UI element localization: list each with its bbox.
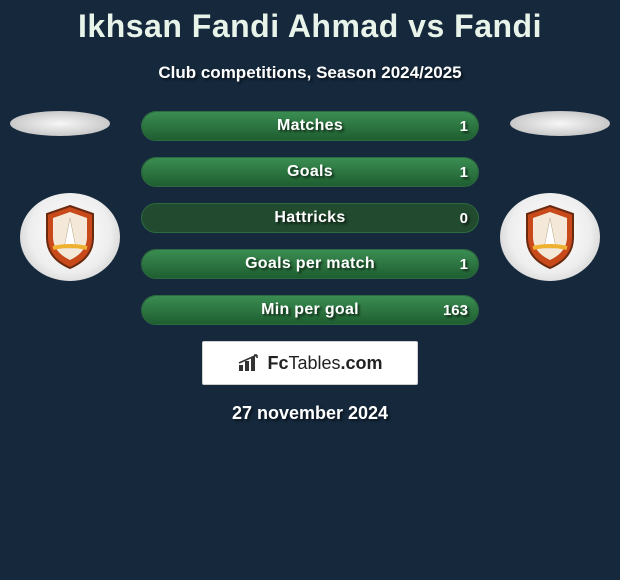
metric-row: Goals per match1 — [141, 249, 479, 279]
player1-avatar — [10, 111, 110, 136]
subtitle: Club competitions, Season 2024/2025 — [0, 63, 620, 83]
page-title: Ikhsan Fandi Ahmad vs Fandi — [0, 8, 620, 45]
player1-name: Ikhsan Fandi Ahmad — [78, 8, 399, 44]
date-text: 27 november 2024 — [10, 403, 610, 424]
metric-value-right: 0 — [460, 204, 468, 232]
metric-row: Min per goal163 — [141, 295, 479, 325]
bars-icon — [237, 353, 261, 373]
vs-text: vs — [408, 8, 445, 44]
metric-value-right: 1 — [460, 250, 468, 278]
metric-label: Goals — [142, 158, 478, 186]
metric-row: Matches1 — [141, 111, 479, 141]
brand-b: Tables — [288, 353, 340, 373]
player2-avatar — [510, 111, 610, 136]
brand-a: Fc — [267, 353, 288, 373]
metric-label: Goals per match — [142, 250, 478, 278]
metric-bars: Matches1Goals1Hattricks0Goals per match1… — [141, 111, 479, 325]
comparison-card: Ikhsan Fandi Ahmad vs Fandi Club competi… — [0, 0, 620, 424]
metric-label: Min per goal — [142, 296, 478, 324]
metric-value-right: 1 — [460, 158, 468, 186]
metric-value-right: 163 — [443, 296, 468, 324]
player2-name: Fandi — [454, 8, 542, 44]
brand-suffix: .com — [341, 353, 383, 373]
metric-label: Matches — [142, 112, 478, 140]
brand-text: FcTables.com — [267, 353, 382, 374]
brand-box: FcTables.com — [202, 341, 418, 385]
player2-club-badge — [500, 193, 600, 281]
metric-row: Hattricks0 — [141, 203, 479, 233]
metric-label: Hattricks — [142, 204, 478, 232]
metric-row: Goals1 — [141, 157, 479, 187]
metric-value-right: 1 — [460, 112, 468, 140]
main-area: Matches1Goals1Hattricks0Goals per match1… — [0, 111, 620, 424]
shield-icon — [41, 204, 99, 270]
player1-club-badge — [20, 193, 120, 281]
shield-icon — [521, 204, 579, 270]
